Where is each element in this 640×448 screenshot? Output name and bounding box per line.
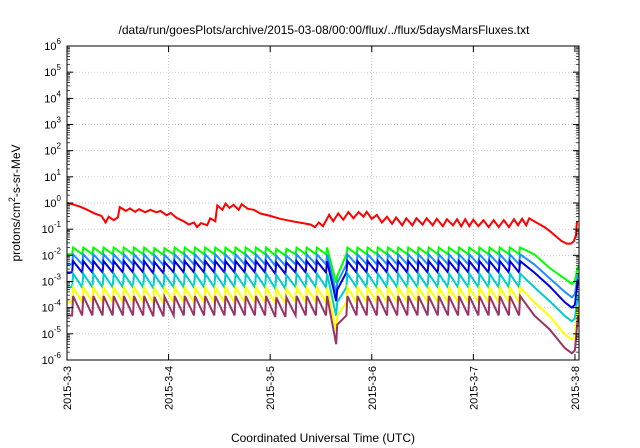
y-tick-label: 102: [44, 142, 61, 158]
y-tick-label: 104: [44, 89, 61, 105]
y-tick-label: 106: [44, 37, 61, 53]
y-tick-label: 101: [44, 168, 61, 184]
x-axis-ticks: 2015-3-3 2015-3-4 2015-3-5 2015-3-6 2015-3-7…: [62, 46, 582, 410]
y-tick-label: 10-3: [42, 273, 62, 289]
y-tick-label: 10-2: [42, 246, 62, 262]
series-line-2: [67, 258, 579, 310]
x-tick-label: 2015-3-7: [468, 366, 480, 410]
y-tick-label: 103: [44, 116, 61, 132]
series-line-1: [67, 251, 579, 299]
series-line-5: [67, 292, 579, 355]
y-tick-label: 105: [44, 63, 61, 79]
series-line-3: [67, 270, 579, 323]
series-line-red: [66, 201, 578, 245]
x-tick-label: 2015-3-6: [367, 366, 379, 410]
y-tick-label: 100: [44, 194, 61, 210]
x-tick-label: 2015-3-8: [570, 366, 582, 410]
y-tick-label: 10-5: [42, 325, 62, 341]
series-line-4: [67, 283, 579, 341]
y-axis-label-sup: 2: [7, 197, 17, 202]
y-tick-label: 10-6: [42, 351, 62, 367]
x-tick-label: 2015-3-4: [164, 366, 176, 410]
y-axis-label-post: -s-sr-MeV: [9, 144, 23, 197]
series-lines: [66, 201, 579, 355]
y-tick-label: 10-1: [42, 220, 62, 236]
series-line-0: [67, 245, 579, 286]
y-axis-ticks: 10-6 10-5 10-4 10-3 10-2 10-1 100 101 102 103 104 1…: [42, 37, 579, 367]
y-tick-label: 10-4: [42, 299, 62, 315]
chart-title: /data/run/goesPlots/archive/2015-03-08/0…: [119, 23, 531, 37]
x-axis-label: Coordinated Universal Time (UTC): [231, 431, 415, 445]
y-axis-label: protons/cm2-s-sr-MeV: [7, 144, 23, 261]
x-tick-label: 2015-3-5: [265, 366, 277, 410]
x-tick-label: 2015-3-3: [62, 366, 74, 410]
y-axis-label-pre: protons/cm: [9, 202, 23, 261]
